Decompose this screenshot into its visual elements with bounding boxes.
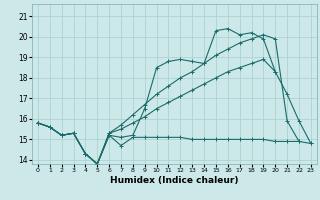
X-axis label: Humidex (Indice chaleur): Humidex (Indice chaleur): [110, 176, 239, 185]
